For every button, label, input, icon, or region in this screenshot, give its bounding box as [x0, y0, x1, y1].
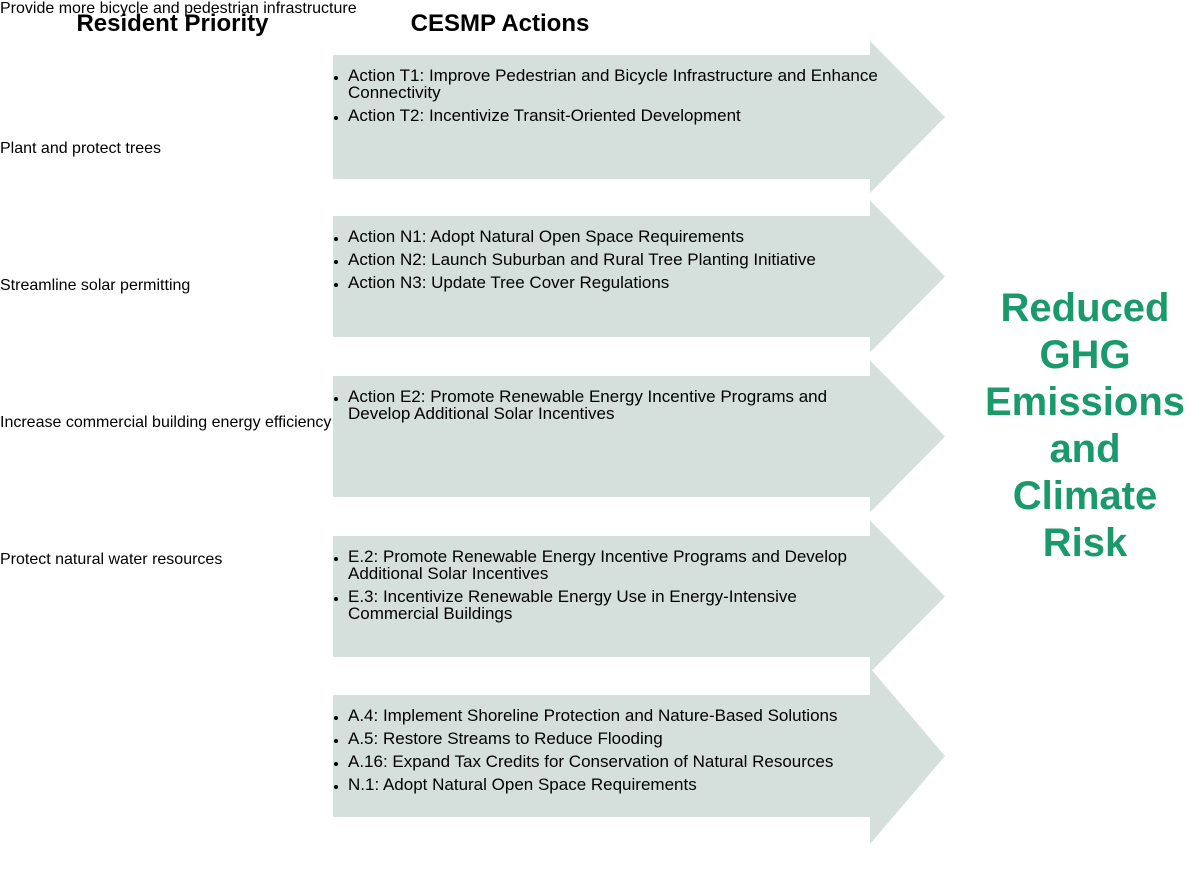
action-item: E.2: Promote Renewable Energy Incentive …: [348, 548, 888, 582]
priority-box: Increase commercial building energy effi…: [0, 414, 1203, 551]
priority-text: Plant and protect trees: [0, 140, 161, 157]
header-priority: Resident Priority: [76, 10, 269, 37]
action-item: Action T1: Improve Pedestrian and Bicycl…: [348, 67, 888, 101]
outcome-line: Emissions: [984, 380, 1186, 424]
action-item: A.16: Expand Tax Credits for Conservatio…: [348, 753, 888, 770]
priority-text: Increase commercial building energy effi…: [0, 414, 332, 431]
priority-text: Provide more bicycle and pedestrian infr…: [0, 0, 357, 17]
outcome: Reduced GHG Emissions and Climate Risk: [955, 285, 1203, 567]
action-item: Action N3: Update Tree Cover Regulations: [348, 274, 888, 291]
arrow: [333, 360, 945, 513]
header-actions: CESMP Actions: [410, 10, 590, 37]
outcome-line: Risk: [1042, 521, 1128, 565]
outcome-line: GHG: [1039, 333, 1131, 377]
priority-box: Provide more bicycle and pedestrian infr…: [0, 0, 1203, 140]
outcome-line: Reduced: [1000, 286, 1170, 330]
action-item: A.5: Restore Streams to Reduce Flooding: [348, 730, 888, 747]
action-list: E.2: Promote Renewable Energy Incentive …: [336, 548, 888, 628]
priority-text: Protect natural water resources: [0, 551, 223, 568]
action-list: Action N1: Adopt Natural Open Space Requ…: [336, 228, 888, 297]
priority-box: Plant and protect trees: [0, 140, 1203, 277]
outcome-line: Climate: [1012, 474, 1158, 518]
action-item: Action N1: Adopt Natural Open Space Requ…: [348, 228, 888, 245]
priority-box: Protect natural water resources: [0, 551, 1203, 689]
priority-box: Streamline solar permitting: [0, 277, 1203, 414]
action-list: A.4: Implement Shoreline Protection and …: [336, 707, 888, 799]
arrow: [333, 41, 945, 193]
action-item: N.1: Adopt Natural Open Space Requiremen…: [348, 776, 888, 793]
arrow: [333, 520, 945, 673]
action-item: A.4: Implement Shoreline Protection and …: [348, 707, 888, 724]
action-list: Action E2: Promote Renewable Energy Ince…: [336, 388, 888, 428]
action-item: Action E2: Promote Renewable Energy Ince…: [348, 388, 888, 422]
action-item: Action N2: Launch Suburban and Rural Tre…: [348, 251, 888, 268]
priority-text: Streamline solar permitting: [0, 277, 191, 294]
arrow: [333, 200, 945, 353]
arrow: [333, 668, 945, 844]
action-item: E.3: Incentivize Renewable Energy Use in…: [348, 588, 888, 622]
action-list: Action T1: Improve Pedestrian and Bicycl…: [336, 67, 888, 130]
action-item: Action T2: Incentivize Transit-Oriented …: [348, 107, 888, 124]
outcome-line: and: [1049, 427, 1121, 471]
